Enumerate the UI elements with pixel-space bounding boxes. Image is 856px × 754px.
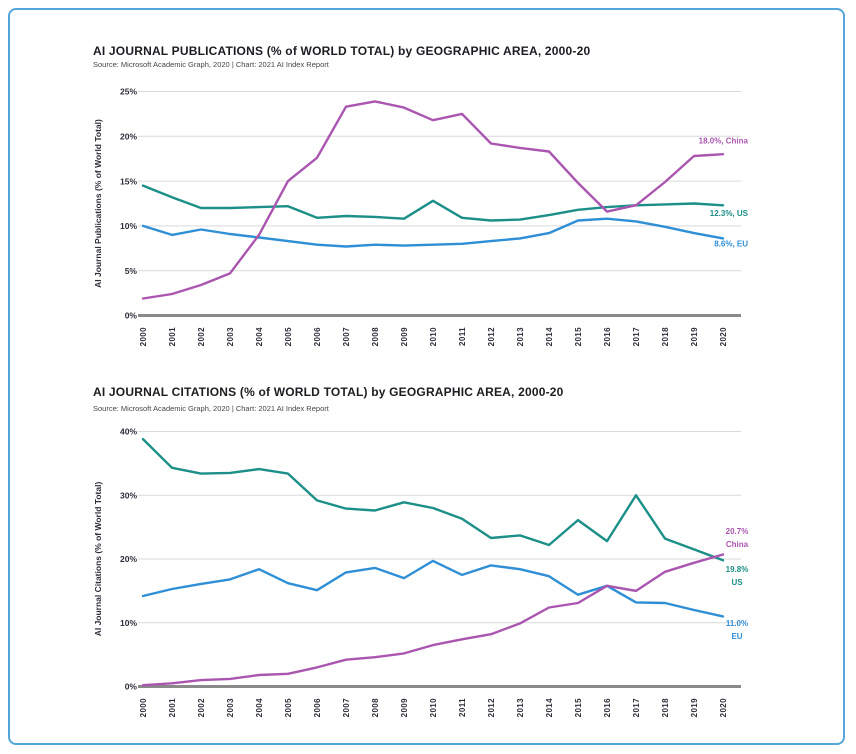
page-border-frame (8, 8, 845, 745)
x-tick-label: 2016 (603, 327, 612, 347)
chart-1: 0% 5% 10% 15% 20% 25% 2000 2001 2002 2003 2004 2005… (93, 87, 749, 347)
x-tick-label: 2014 (545, 698, 554, 718)
y-tick-label: 30% (120, 490, 137, 500)
y-tick-label: 25% (120, 87, 137, 97)
x-tick-label: 2006 (313, 698, 322, 718)
annotation-us: 19.8% (726, 565, 749, 574)
x-tick-label: 2009 (400, 327, 409, 347)
x-tick-label: 2019 (690, 327, 699, 347)
annotation-us: 12.3%, US (710, 209, 749, 218)
y-axis-title: AI Journal Citations (% of World Total) (93, 482, 103, 637)
x-tick-label: 2017 (632, 327, 641, 347)
x-tick-label: 2013 (516, 698, 525, 718)
series-line-china (141, 100, 725, 300)
x-tick-label: 2010 (429, 327, 438, 347)
x-tick-label: 2007 (342, 698, 351, 718)
x-tick-label: 2008 (371, 327, 380, 347)
x-tick-label: 2004 (255, 327, 264, 347)
x-tick-label: 2014 (545, 327, 554, 347)
x-tick-label: 2005 (284, 698, 293, 718)
series-line-us (141, 184, 725, 222)
x-tick-label: 2002 (197, 327, 206, 347)
publications-chart-title: AI JOURNAL PUBLICATIONS (% of WORLD TOTA… (93, 44, 591, 58)
y-tick-label: 40% (120, 427, 137, 437)
y-axis-title: AI Journal Publications (% of World Tota… (93, 119, 103, 288)
series-line-eu (141, 217, 725, 248)
series-line-china (141, 553, 725, 687)
x-tick-label: 2000 (139, 327, 148, 347)
chart-2: 0% 10% 20% 30% 40% 2000 2001 2002 2003 2004 2005 20… (93, 427, 749, 718)
annotation-china: 18.0%, China (699, 137, 749, 146)
x-tick-label: 2003 (226, 327, 235, 347)
annotation-eu: 11.0% (726, 619, 748, 628)
x-tick-label: 2011 (458, 698, 467, 717)
x-tick-label: 2010 (429, 698, 438, 718)
y-tick-label: 15% (120, 176, 137, 186)
annotation-china: China (726, 540, 749, 549)
x-tick-label: 2008 (371, 698, 380, 718)
y-tick-label: 5% (125, 266, 138, 276)
x-tick-label: 2013 (516, 327, 525, 347)
annotation-us: US (731, 578, 743, 587)
x-tick-label: 2002 (197, 698, 206, 718)
y-tick-label: 0% (125, 682, 138, 692)
publications-chart-source: Source: Microsoft Academic Graph, 2020 |… (93, 60, 329, 69)
series-line-eu (141, 559, 725, 618)
annotation-eu: EU (731, 632, 742, 641)
x-tick-label: 2007 (342, 327, 351, 347)
x-tick-label: 2020 (719, 327, 728, 347)
y-tick-label: 10% (120, 618, 137, 628)
y-tick-label: 10% (120, 221, 137, 231)
y-tick-label: 20% (120, 132, 137, 142)
annotation-eu: 8.6%, EU (714, 240, 748, 249)
citations-chart-title: AI JOURNAL CITATIONS (% of WORLD TOTAL) … (93, 385, 564, 399)
x-tick-label: 2015 (574, 327, 583, 347)
x-tick-label: 2019 (690, 698, 699, 718)
x-tick-label: 2001 (168, 327, 177, 347)
annotation-china: 20.7% (726, 527, 749, 536)
x-tick-label: 2015 (574, 698, 583, 718)
x-tick-label: 2016 (603, 698, 612, 718)
citations-chart-source: Source: Microsoft Academic Graph, 2020 |… (93, 404, 329, 413)
x-tick-label: 2018 (661, 698, 670, 718)
x-tick-label: 2017 (632, 698, 641, 718)
x-tick-label: 2012 (487, 327, 496, 347)
x-tick-label: 2009 (400, 698, 409, 718)
x-tick-label: 2000 (139, 698, 148, 718)
x-tick-label: 2020 (719, 698, 728, 718)
y-tick-label: 0% (125, 311, 138, 321)
y-tick-label: 20% (120, 554, 137, 564)
x-tick-label: 2018 (661, 327, 670, 347)
x-tick-label: 2001 (168, 698, 177, 718)
series-line-us (141, 437, 725, 562)
x-tick-label: 2005 (284, 327, 293, 347)
x-tick-label: 2012 (487, 698, 496, 718)
x-tick-label: 2011 (458, 327, 467, 346)
x-tick-label: 2003 (226, 698, 235, 718)
x-tick-label: 2006 (313, 327, 322, 347)
x-tick-label: 2004 (255, 698, 264, 718)
